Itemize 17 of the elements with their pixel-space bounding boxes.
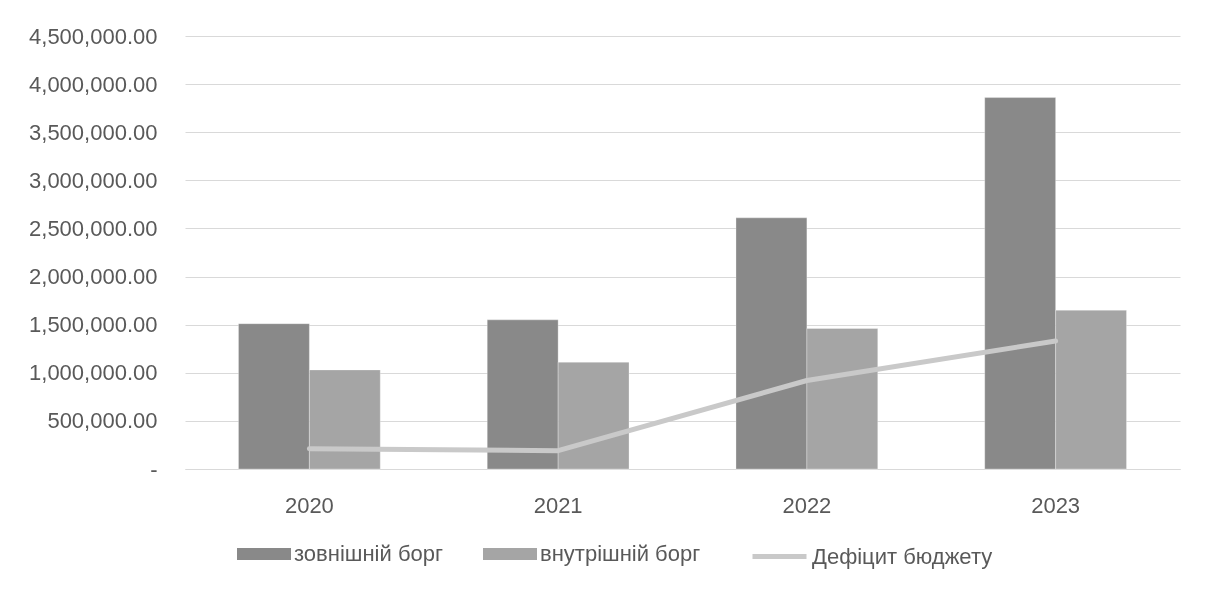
- y-tick-label: 1,500,000.00: [29, 312, 158, 338]
- y-tick-label: 3,500,000.00: [29, 119, 158, 145]
- x-tick-label: 2022: [782, 492, 832, 518]
- legend-label: Дефіцит бюджету: [812, 543, 993, 569]
- legend-label: внутрішній борг: [540, 541, 701, 566]
- x-tick-label: 2021: [533, 492, 583, 518]
- y-tick-label: 4,500,000.00: [29, 23, 158, 49]
- y-tick-label: 1,000,000.00: [29, 360, 158, 386]
- y-tick-label: 2,000,000.00: [29, 264, 158, 290]
- y-tick-label: 500,000.00: [47, 408, 158, 434]
- legend-label: зовнішній борг: [294, 541, 443, 566]
- y-tick-label: -: [150, 456, 158, 482]
- y-tick-label: 3,000,000.00: [29, 167, 158, 193]
- x-tick-label: 2023: [1031, 492, 1081, 518]
- y-tick-label: 4,000,000.00: [29, 71, 158, 97]
- y-tick-label: 2,500,000.00: [29, 215, 158, 241]
- x-tick-label: 2020: [284, 492, 334, 518]
